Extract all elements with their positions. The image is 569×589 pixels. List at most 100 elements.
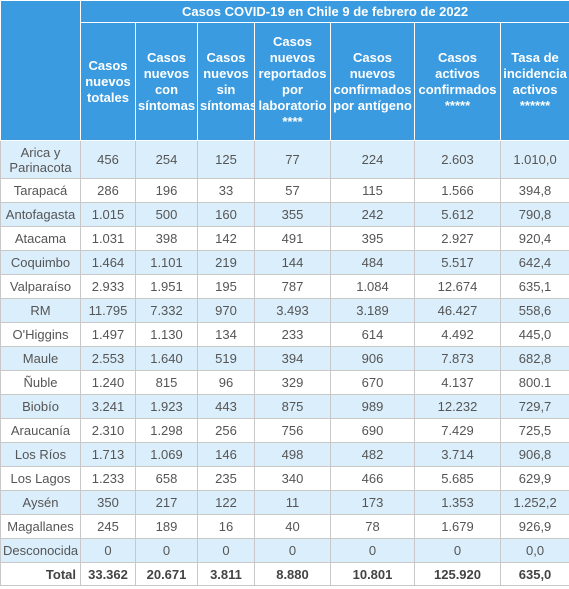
corner-cell xyxy=(0,0,81,141)
total-row: Total 33.362 20.671 3.811 8.880 10.801 125.920… xyxy=(0,562,569,586)
cell: 0 xyxy=(197,538,255,563)
cell: 558,6 xyxy=(499,298,569,323)
table-row: Antofagasta 1.015 500 160 355 242 5.612 790,8 xyxy=(0,202,569,227)
table-row: Tarapacá 286 196 33 57 115 1.566 394,8 xyxy=(0,178,569,203)
table-row: Maule 2.553 1.640 519 394 906 7.873 682,8 xyxy=(0,346,569,371)
cell: 0 xyxy=(330,538,415,563)
cell: 233 xyxy=(254,322,331,347)
table-row: Araucanía 2.310 1.298 256 756 690 7.429 725,5 xyxy=(0,418,569,443)
cell: 125 xyxy=(197,140,255,179)
cell: 635,1 xyxy=(499,274,569,299)
region-cell: Ñuble xyxy=(0,370,81,395)
cell: 7.332 xyxy=(135,298,198,323)
total-cell: 8.880 xyxy=(254,562,331,586)
cell: 1.031 xyxy=(80,226,136,251)
cell: 217 xyxy=(135,490,198,515)
cell: 1.951 xyxy=(135,274,198,299)
total-label: Total xyxy=(0,562,81,586)
region-cell: Aysén xyxy=(0,490,81,515)
column-header: Casos nuevos totales xyxy=(80,22,136,141)
cell: 0 xyxy=(135,538,198,563)
region-cell: Los Ríos xyxy=(0,442,81,467)
column-header: Casos nuevos con síntomas xyxy=(135,22,198,141)
cell: 1.923 xyxy=(135,394,198,419)
cell: 1.084 xyxy=(330,274,415,299)
region-cell: Tarapacá xyxy=(0,178,81,203)
cell: 456 xyxy=(80,140,136,179)
table-row: O'Higgins 1.497 1.130 134 233 614 4.492 445,0 xyxy=(0,322,569,347)
table-row: Coquimbo 1.464 1.101 219 144 484 5.517 642,4 xyxy=(0,250,569,275)
cell: 33 xyxy=(197,178,255,203)
region-cell: Maule xyxy=(0,346,81,371)
cell: 96 xyxy=(197,370,255,395)
cell: 1.566 xyxy=(414,178,501,203)
cell: 1.464 xyxy=(80,250,136,275)
cell: 906,8 xyxy=(499,442,569,467)
cell: 2.933 xyxy=(80,274,136,299)
cell: 394 xyxy=(254,346,331,371)
column-header: Casos nuevos confirmados por antígeno xyxy=(330,22,415,141)
cell: 77 xyxy=(254,140,331,179)
region-cell: Araucanía xyxy=(0,418,81,443)
cell: 146 xyxy=(197,442,255,467)
cell: 3.241 xyxy=(80,394,136,419)
cell: 224 xyxy=(330,140,415,179)
cell: 1.679 xyxy=(414,514,501,539)
cell: 286 xyxy=(80,178,136,203)
cell: 1.497 xyxy=(80,322,136,347)
table-row: Arica y Parinacota 456 254 125 77 224 2.603 1.0… xyxy=(0,140,569,179)
cell: 3.189 xyxy=(330,298,415,323)
column-header: Casos nuevos sin síntomas xyxy=(197,22,255,141)
cell: 3.714 xyxy=(414,442,501,467)
cell: 134 xyxy=(197,322,255,347)
cell: 1.233 xyxy=(80,466,136,491)
cell: 787 xyxy=(254,274,331,299)
cell: 329 xyxy=(254,370,331,395)
table-row: Desconocida 0 0 0 0 0 0 0,0 xyxy=(0,538,569,563)
cell: 4.492 xyxy=(414,322,501,347)
cell: 11.795 xyxy=(80,298,136,323)
cell: 189 xyxy=(135,514,198,539)
cell: 790,8 xyxy=(499,202,569,227)
cell: 0 xyxy=(254,538,331,563)
table-row: Magallanes 245 189 16 40 78 1.679 926,9 xyxy=(0,514,569,539)
cell: 690 xyxy=(330,418,415,443)
cell: 398 xyxy=(135,226,198,251)
cell: 989 xyxy=(330,394,415,419)
cell: 355 xyxy=(254,202,331,227)
cell: 350 xyxy=(80,490,136,515)
cell: 2.310 xyxy=(80,418,136,443)
cell: 11 xyxy=(254,490,331,515)
cell: 2.553 xyxy=(80,346,136,371)
cell: 235 xyxy=(197,466,255,491)
cell: 196 xyxy=(135,178,198,203)
cell: 5.685 xyxy=(414,466,501,491)
cell: 906 xyxy=(330,346,415,371)
cell: 1.353 xyxy=(414,490,501,515)
cell: 254 xyxy=(135,140,198,179)
region-cell: RM xyxy=(0,298,81,323)
cell: 642,4 xyxy=(499,250,569,275)
total-cell: 3.811 xyxy=(197,562,255,586)
cell: 482 xyxy=(330,442,415,467)
cell: 16 xyxy=(197,514,255,539)
cell: 46.427 xyxy=(414,298,501,323)
table-row: Biobío 3.241 1.923 443 875 989 12.232 729,7 xyxy=(0,394,569,419)
total-cell: 20.671 xyxy=(135,562,198,586)
cell: 340 xyxy=(254,466,331,491)
region-cell: Antofagasta xyxy=(0,202,81,227)
table-row: Valparaíso 2.933 1.951 195 787 1.084 12.674 635… xyxy=(0,274,569,299)
cell: 629,9 xyxy=(499,466,569,491)
table-row: Los Lagos 1.233 658 235 340 466 5.685 629,9 xyxy=(0,466,569,491)
table-row: Atacama 1.031 398 142 491 395 2.927 920,4 xyxy=(0,226,569,251)
cell: 142 xyxy=(197,226,255,251)
cell: 1.010,0 xyxy=(499,140,569,179)
cell: 78 xyxy=(330,514,415,539)
cell: 445,0 xyxy=(499,322,569,347)
cell: 144 xyxy=(254,250,331,275)
cell: 115 xyxy=(330,178,415,203)
cell: 5.517 xyxy=(414,250,501,275)
cell: 2.927 xyxy=(414,226,501,251)
cell: 0 xyxy=(414,538,501,563)
cell: 12.674 xyxy=(414,274,501,299)
